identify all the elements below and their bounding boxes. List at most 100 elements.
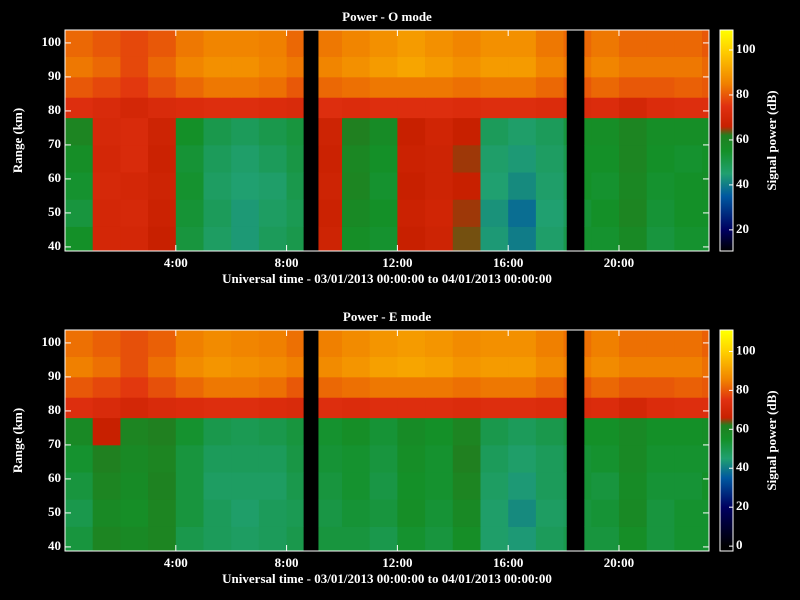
heatmap-cell	[120, 77, 148, 98]
heatmap-cell	[647, 57, 675, 78]
heatmap-cell	[148, 445, 176, 473]
heatmap-cell	[231, 357, 259, 378]
heatmap-cell	[480, 172, 508, 200]
heatmap-cell	[564, 397, 567, 418]
heatmap-cell	[370, 145, 398, 173]
heatmap-cell	[647, 357, 675, 378]
heatmap-cell	[674, 472, 702, 500]
colorbar-label: Signal power (dB)	[764, 390, 779, 490]
heatmap-cell	[231, 97, 259, 118]
heatmap-cell	[536, 357, 564, 378]
heatmap-cell	[591, 97, 619, 118]
heatmap-cell	[564, 330, 567, 357]
heatmap-cell	[508, 118, 536, 146]
heatmap-cell	[584, 397, 591, 418]
heatmap-cell	[120, 199, 148, 227]
heatmap-cell	[584, 97, 591, 118]
heatmap-cell	[674, 418, 702, 446]
heatmap-cell	[619, 418, 647, 446]
heatmap-cell	[702, 527, 709, 552]
heatmap-cell	[564, 97, 567, 118]
heatmap-cell	[584, 527, 591, 552]
heatmap-cell	[702, 57, 709, 78]
heatmap-cell	[120, 57, 148, 78]
heatmap-cell	[619, 97, 647, 118]
heatmap-cell	[453, 118, 481, 146]
heatmap-cell	[480, 445, 508, 473]
heatmap-cell	[120, 445, 148, 473]
heatmap-cell	[480, 418, 508, 446]
y-tick-label: 100	[42, 34, 62, 49]
heatmap-cell	[397, 445, 425, 473]
heatmap-cell	[203, 527, 231, 552]
heatmap-cell	[564, 199, 567, 227]
heatmap-cell	[370, 118, 398, 146]
heatmap-cell	[203, 172, 231, 200]
heatmap-cell	[120, 472, 148, 500]
heatmap-cell	[203, 227, 231, 252]
y-tick-label: 50	[48, 504, 61, 519]
heatmap-cell	[397, 118, 425, 146]
heatmap-cell	[702, 145, 709, 173]
colorbar-tick-label: 20	[736, 221, 749, 236]
heatmap-cell	[564, 172, 567, 200]
heatmap-cell	[619, 397, 647, 418]
heatmap-cell	[203, 445, 231, 473]
heatmap-cell	[318, 118, 342, 146]
colorbar-tick-label: 80	[736, 381, 749, 396]
heatmap-cell	[231, 499, 259, 527]
heatmap-cell	[318, 499, 342, 527]
heatmap-cell	[397, 377, 425, 398]
heatmap-cell	[536, 199, 564, 227]
colorbar-tick-label: 40	[736, 459, 749, 474]
heatmap-cell	[702, 227, 709, 252]
heatmap-cell	[318, 357, 342, 378]
heatmap-cell	[425, 145, 453, 173]
heatmap-cell	[259, 377, 287, 398]
heatmap-cell	[318, 527, 342, 552]
heatmap-cell	[120, 97, 148, 118]
colorbar	[720, 330, 733, 551]
heatmap-cell	[259, 227, 287, 252]
heatmap-cell	[564, 377, 567, 398]
heatmap-cell	[584, 445, 591, 473]
heatmap-cell	[370, 445, 398, 473]
heatmap-cell	[674, 445, 702, 473]
heatmap-cell	[591, 227, 619, 252]
heatmap-cell	[584, 30, 591, 57]
heatmap-cell	[65, 77, 93, 98]
heatmap-cell	[425, 77, 453, 98]
heatmap-cell	[508, 377, 536, 398]
heatmap-cell	[564, 227, 567, 252]
heatmap-cell	[425, 357, 453, 378]
heatmap-cell	[65, 418, 93, 446]
heatmap-cell	[564, 418, 567, 446]
x-tick-label: 4:00	[164, 555, 188, 570]
heatmap-cell	[536, 445, 564, 473]
heatmap-cell	[342, 199, 370, 227]
heatmap-cell	[397, 77, 425, 98]
heatmap-cell	[318, 172, 342, 200]
heatmap-cell	[370, 472, 398, 500]
heatmap-cell	[93, 330, 121, 357]
heatmap-cell	[453, 77, 481, 98]
heatmap-cell	[148, 227, 176, 252]
colorbar-tick-label: 100	[736, 41, 756, 56]
chart-title: Power - O mode	[342, 9, 432, 24]
heatmap-cell	[176, 199, 204, 227]
heatmap-cell	[148, 499, 176, 527]
heatmap-cell	[370, 330, 398, 357]
heatmap-cell	[453, 527, 481, 552]
heatmap-cell	[259, 97, 287, 118]
heatmap-cell	[564, 357, 567, 378]
heatmap-cell	[564, 77, 567, 98]
heatmap-cell	[287, 97, 304, 118]
heatmap-cell	[370, 30, 398, 57]
heatmap-cell	[619, 330, 647, 357]
heatmap-cell	[674, 199, 702, 227]
heatmap-cell	[591, 330, 619, 357]
heatmap-cell	[453, 145, 481, 173]
heatmap-cell	[318, 199, 342, 227]
heatmap-cell	[536, 145, 564, 173]
heatmap-cell	[176, 418, 204, 446]
